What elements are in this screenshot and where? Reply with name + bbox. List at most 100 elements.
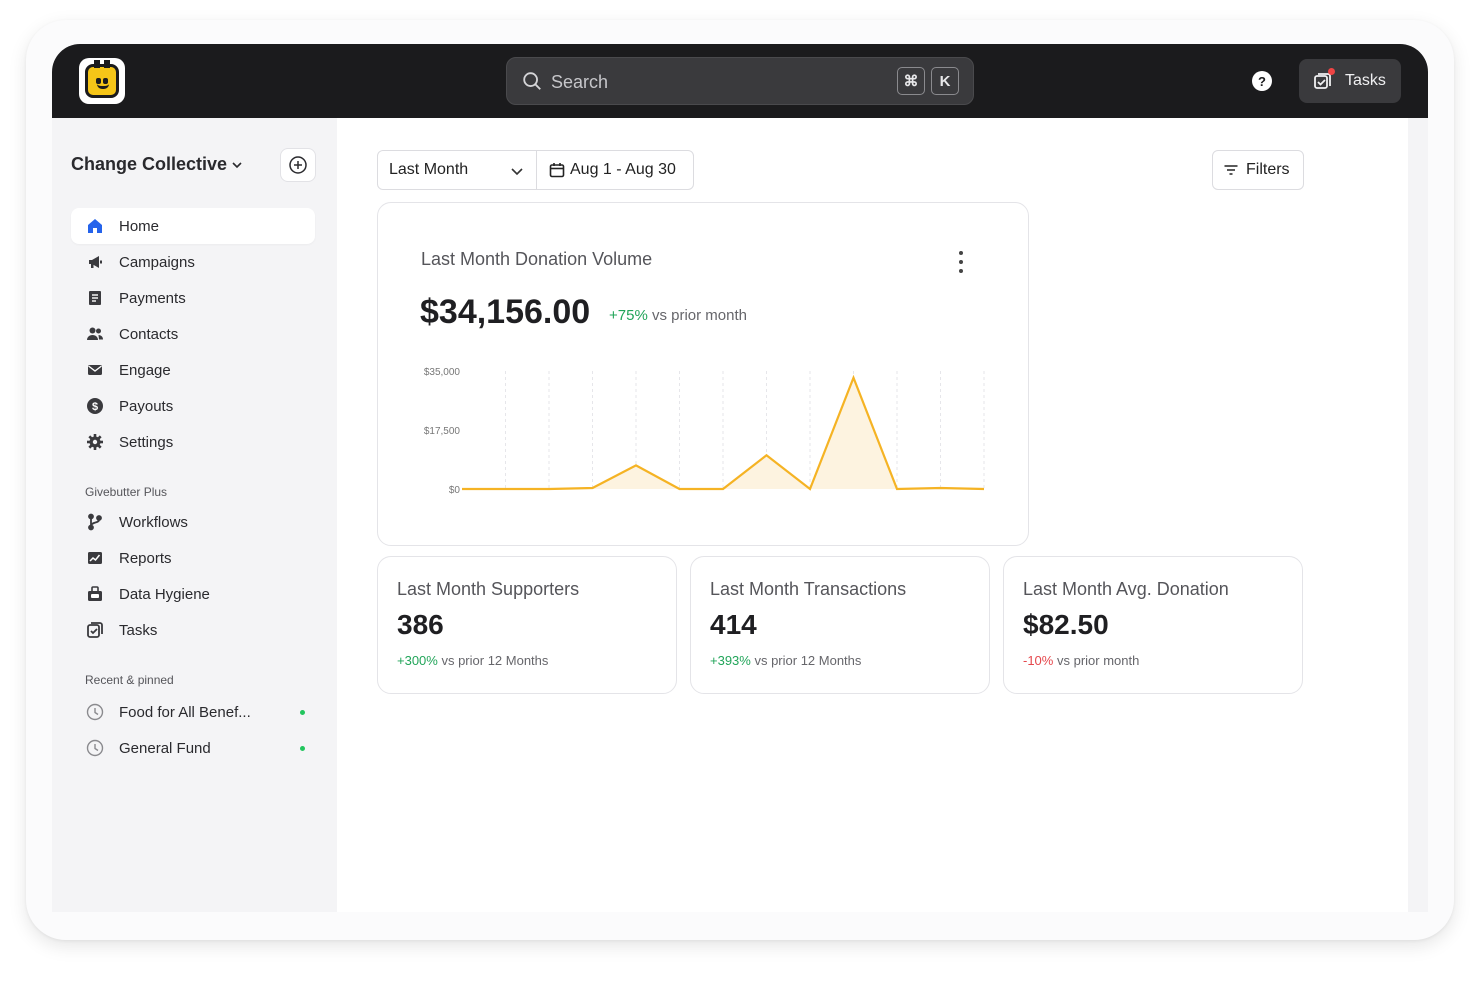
date-range-select[interactable]: Last Month (377, 150, 537, 190)
stat-title: Last Month Transactions (710, 579, 907, 599)
search-icon (523, 72, 541, 90)
search-input[interactable] (551, 68, 881, 96)
donation-volume-chart: $35,000 $17,500 $0 (424, 367, 987, 496)
section-label-givebutter-plus: Givebutter Plus (85, 485, 168, 499)
sidebar-item-label: Contacts (119, 325, 179, 343)
stat-card-transactions: Last Month Transactions 414 +393% vs pri… (690, 556, 990, 694)
sidebar-item-data-hygiene[interactable]: Data Hygiene (71, 576, 315, 612)
more-options-icon[interactable] (958, 251, 964, 273)
stat-card-avg-donation: Last Month Avg. Donation $82.50 -10% vs … (1003, 556, 1303, 694)
app-window: ⌘ K ? Tasks Change Collective Home (52, 44, 1428, 912)
plus-circle-icon (289, 156, 307, 174)
chart-point[interactable] (807, 486, 813, 492)
status-dot (300, 745, 305, 751)
sidebar-item-recent[interactable]: Food for All Benef... (71, 694, 315, 730)
sidebar-item-label: Settings (119, 433, 174, 451)
stat-change: +393% vs prior 12 Months (710, 653, 861, 668)
chart-point[interactable] (590, 485, 596, 491)
chart-point[interactable] (938, 485, 944, 491)
right-gutter (1408, 118, 1428, 912)
chart-point[interactable] (633, 462, 639, 468)
date-range-label: Aug 1 - Aug 30 (570, 161, 676, 178)
org-switcher[interactable]: Change Collective (71, 154, 243, 175)
add-button[interactable] (280, 148, 316, 182)
chart-point[interactable] (503, 486, 509, 492)
sidebar-item-home[interactable]: Home (71, 208, 315, 244)
gear-icon (85, 432, 105, 452)
filter-icon (1224, 165, 1238, 175)
chart-point[interactable] (459, 486, 465, 492)
recent-nav: Food for All Benef... General Fund (71, 694, 315, 766)
sidebar-item-reports[interactable]: Reports (71, 540, 315, 576)
home-icon (85, 216, 105, 236)
chart-point[interactable] (764, 452, 770, 458)
section-label-recent: Recent & pinned (85, 673, 174, 687)
stat-value: 386 (397, 609, 444, 640)
date-picker-button[interactable]: Aug 1 - Aug 30 (536, 150, 694, 190)
logo-icon (85, 60, 119, 98)
clock-icon (85, 738, 105, 758)
broom-icon (85, 584, 105, 604)
tasks-button[interactable]: Tasks (1299, 59, 1401, 103)
sidebar-item-contacts[interactable]: Contacts (71, 316, 315, 352)
sidebar-item-label: Engage (119, 361, 171, 379)
change-suffix: vs prior month (1056, 653, 1140, 668)
chart-point[interactable] (677, 486, 683, 492)
change-percent: +75% (609, 307, 648, 324)
chevron-down-icon (511, 168, 523, 176)
sidebar-item-campaigns[interactable]: Campaigns (71, 244, 315, 280)
notification-dot (1328, 68, 1335, 75)
sidebar-item-label: Tasks (119, 621, 158, 639)
app-logo[interactable] (79, 58, 125, 104)
filters-button[interactable]: Filters (1212, 150, 1304, 190)
sidebar-item-payments[interactable]: Payments (71, 280, 315, 316)
users-icon (85, 324, 105, 344)
org-name: Change Collective (71, 154, 228, 174)
sidebar-item-label: Home (119, 217, 160, 235)
checkbox-icon (85, 620, 105, 640)
chevron-down-icon (232, 161, 242, 168)
sidebar-item-settings[interactable]: Settings (71, 424, 315, 460)
sidebar-item-tasks[interactable]: Tasks (71, 612, 315, 648)
sidebar-item-label: Food for All Benef... (119, 703, 251, 721)
dollar-circle-icon: $ (85, 396, 105, 416)
sidebar-item-label: Payouts (119, 397, 174, 415)
tasks-icon (1313, 68, 1335, 91)
card-title: Last Month Donation Volume (421, 249, 653, 269)
filters-label: Filters (1246, 161, 1290, 178)
change-suffix: vs prior 12 Months (441, 653, 549, 668)
chart-point[interactable] (546, 486, 552, 492)
sidebar-item-label: Workflows (119, 513, 188, 531)
main-content: Last Month Aug 1 - Aug 30 Filters Last M… (337, 118, 1408, 912)
clock-icon (85, 702, 105, 722)
sidebar-item-label: Reports (119, 549, 172, 567)
shortcut-cmd-key: ⌘ (897, 67, 925, 95)
y-tick-label: $35,000 (424, 367, 461, 378)
sidebar-item-label: Data Hygiene (119, 585, 210, 603)
chart-point[interactable] (981, 486, 987, 492)
stat-value: $82.50 (1023, 609, 1109, 640)
chart-point[interactable] (894, 486, 900, 492)
shortcut-k-key: K (931, 67, 959, 95)
date-range-select-label: Last Month (389, 161, 469, 178)
top-bar: ⌘ K ? Tasks (52, 44, 1428, 118)
stat-title: Last Month Avg. Donation (1023, 579, 1229, 599)
sidebar-item-payouts[interactable]: $ Payouts (71, 388, 315, 424)
sidebar-item-workflows[interactable]: Workflows (71, 504, 315, 540)
sidebar: Change Collective Home Campaigns Payment… (52, 118, 337, 912)
stat-title: Last Month Supporters (397, 579, 580, 599)
help-button[interactable]: ? (1252, 71, 1272, 91)
envelope-icon (85, 360, 105, 380)
chart-point[interactable] (720, 486, 726, 492)
change-indicator: +75% vs prior month (609, 307, 747, 324)
sidebar-item-engage[interactable]: Engage (71, 352, 315, 388)
chart-point[interactable] (851, 375, 857, 381)
donation-volume-card: Last Month Donation Volume $34,156.00 +7… (377, 202, 1029, 546)
calendar-icon (549, 163, 565, 178)
search-bar[interactable]: ⌘ K (506, 57, 974, 105)
stat-change: -10% vs prior month (1023, 653, 1139, 668)
donation-volume-value: $34,156.00 (420, 293, 591, 331)
sidebar-item-recent[interactable]: General Fund (71, 730, 315, 766)
stat-card-supporters: Last Month Supporters 386 +300% vs prior… (377, 556, 677, 694)
sidebar-item-label: Campaigns (119, 253, 195, 271)
